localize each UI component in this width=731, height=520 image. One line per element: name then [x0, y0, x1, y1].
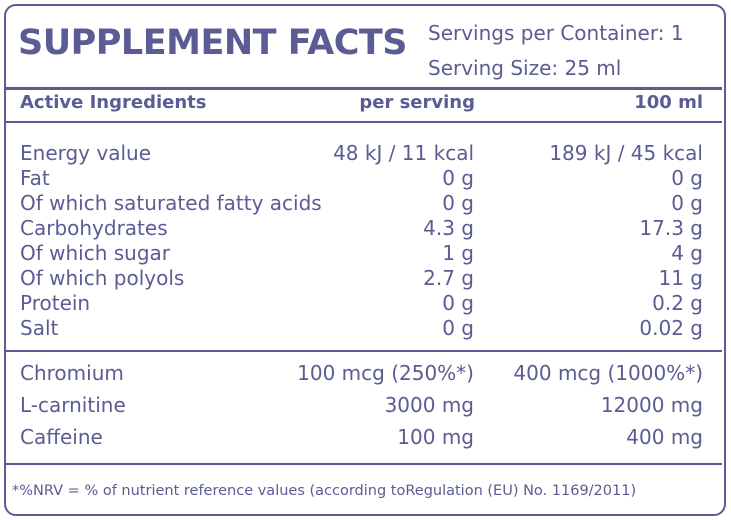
divider	[6, 463, 722, 465]
per-100ml-value: 12000 mg	[600, 393, 703, 417]
divider	[6, 350, 722, 352]
row-name: Of which sugar	[20, 241, 171, 265]
divider	[6, 121, 722, 123]
per-serving-value: 0 g	[442, 191, 474, 215]
per-serving-value: 100 mcg (250%*)	[297, 361, 474, 385]
column-header: per serving	[359, 92, 475, 113]
row-name: Caffeine	[20, 425, 103, 449]
per-100ml-value: 11 g	[658, 266, 703, 290]
per-serving-value: 4.3 g	[423, 216, 474, 240]
row-name: Of which saturated fatty acids	[20, 191, 322, 215]
serving-size: Serving Size: 25 ml	[428, 56, 622, 80]
row-name: Carbohydrates	[20, 216, 168, 240]
column-header: Active Ingredients	[20, 92, 207, 113]
per-100ml-value: 0.2 g	[652, 291, 703, 315]
per-serving-value: 0 g	[442, 291, 474, 315]
row-name: Energy value	[20, 141, 152, 165]
row-name: Chromium	[20, 361, 124, 385]
per-serving-value: 0 g	[442, 316, 474, 340]
per-serving-value: 0 g	[442, 166, 474, 190]
label-border	[4, 4, 726, 516]
title: SUPPLEMENT FACTS	[18, 23, 407, 63]
row-name: L-carnitine	[20, 393, 126, 417]
per-100ml-value: 189 kJ / 45 kcal	[549, 141, 703, 165]
per-serving-value: 3000 mg	[384, 393, 474, 417]
column-header: 100 ml	[634, 92, 703, 113]
row-name: Protein	[20, 291, 91, 315]
footnote: *%NRV = % of nutrient reference values (…	[12, 483, 637, 499]
per-serving-value: 2.7 g	[423, 266, 474, 290]
per-serving-value: 1 g	[442, 241, 474, 265]
per-100ml-value: 400 mcg (1000%*)	[513, 361, 703, 385]
per-100ml-value: 400 mg	[626, 425, 703, 449]
servings-per-container: Servings per Container: 1	[428, 21, 684, 45]
row-name: Of which polyols	[20, 266, 185, 290]
per-serving-value: 48 kJ / 11 kcal	[333, 141, 474, 165]
per-100ml-value: 4 g	[671, 241, 703, 265]
divider	[6, 87, 722, 90]
per-100ml-value: 0 g	[671, 191, 703, 215]
row-name: Fat	[20, 166, 50, 190]
per-serving-value: 100 mg	[397, 425, 474, 449]
row-name: Salt	[20, 316, 59, 340]
per-100ml-value: 0 g	[671, 166, 703, 190]
per-100ml-value: 17.3 g	[639, 216, 703, 240]
per-100ml-value: 0.02 g	[639, 316, 703, 340]
